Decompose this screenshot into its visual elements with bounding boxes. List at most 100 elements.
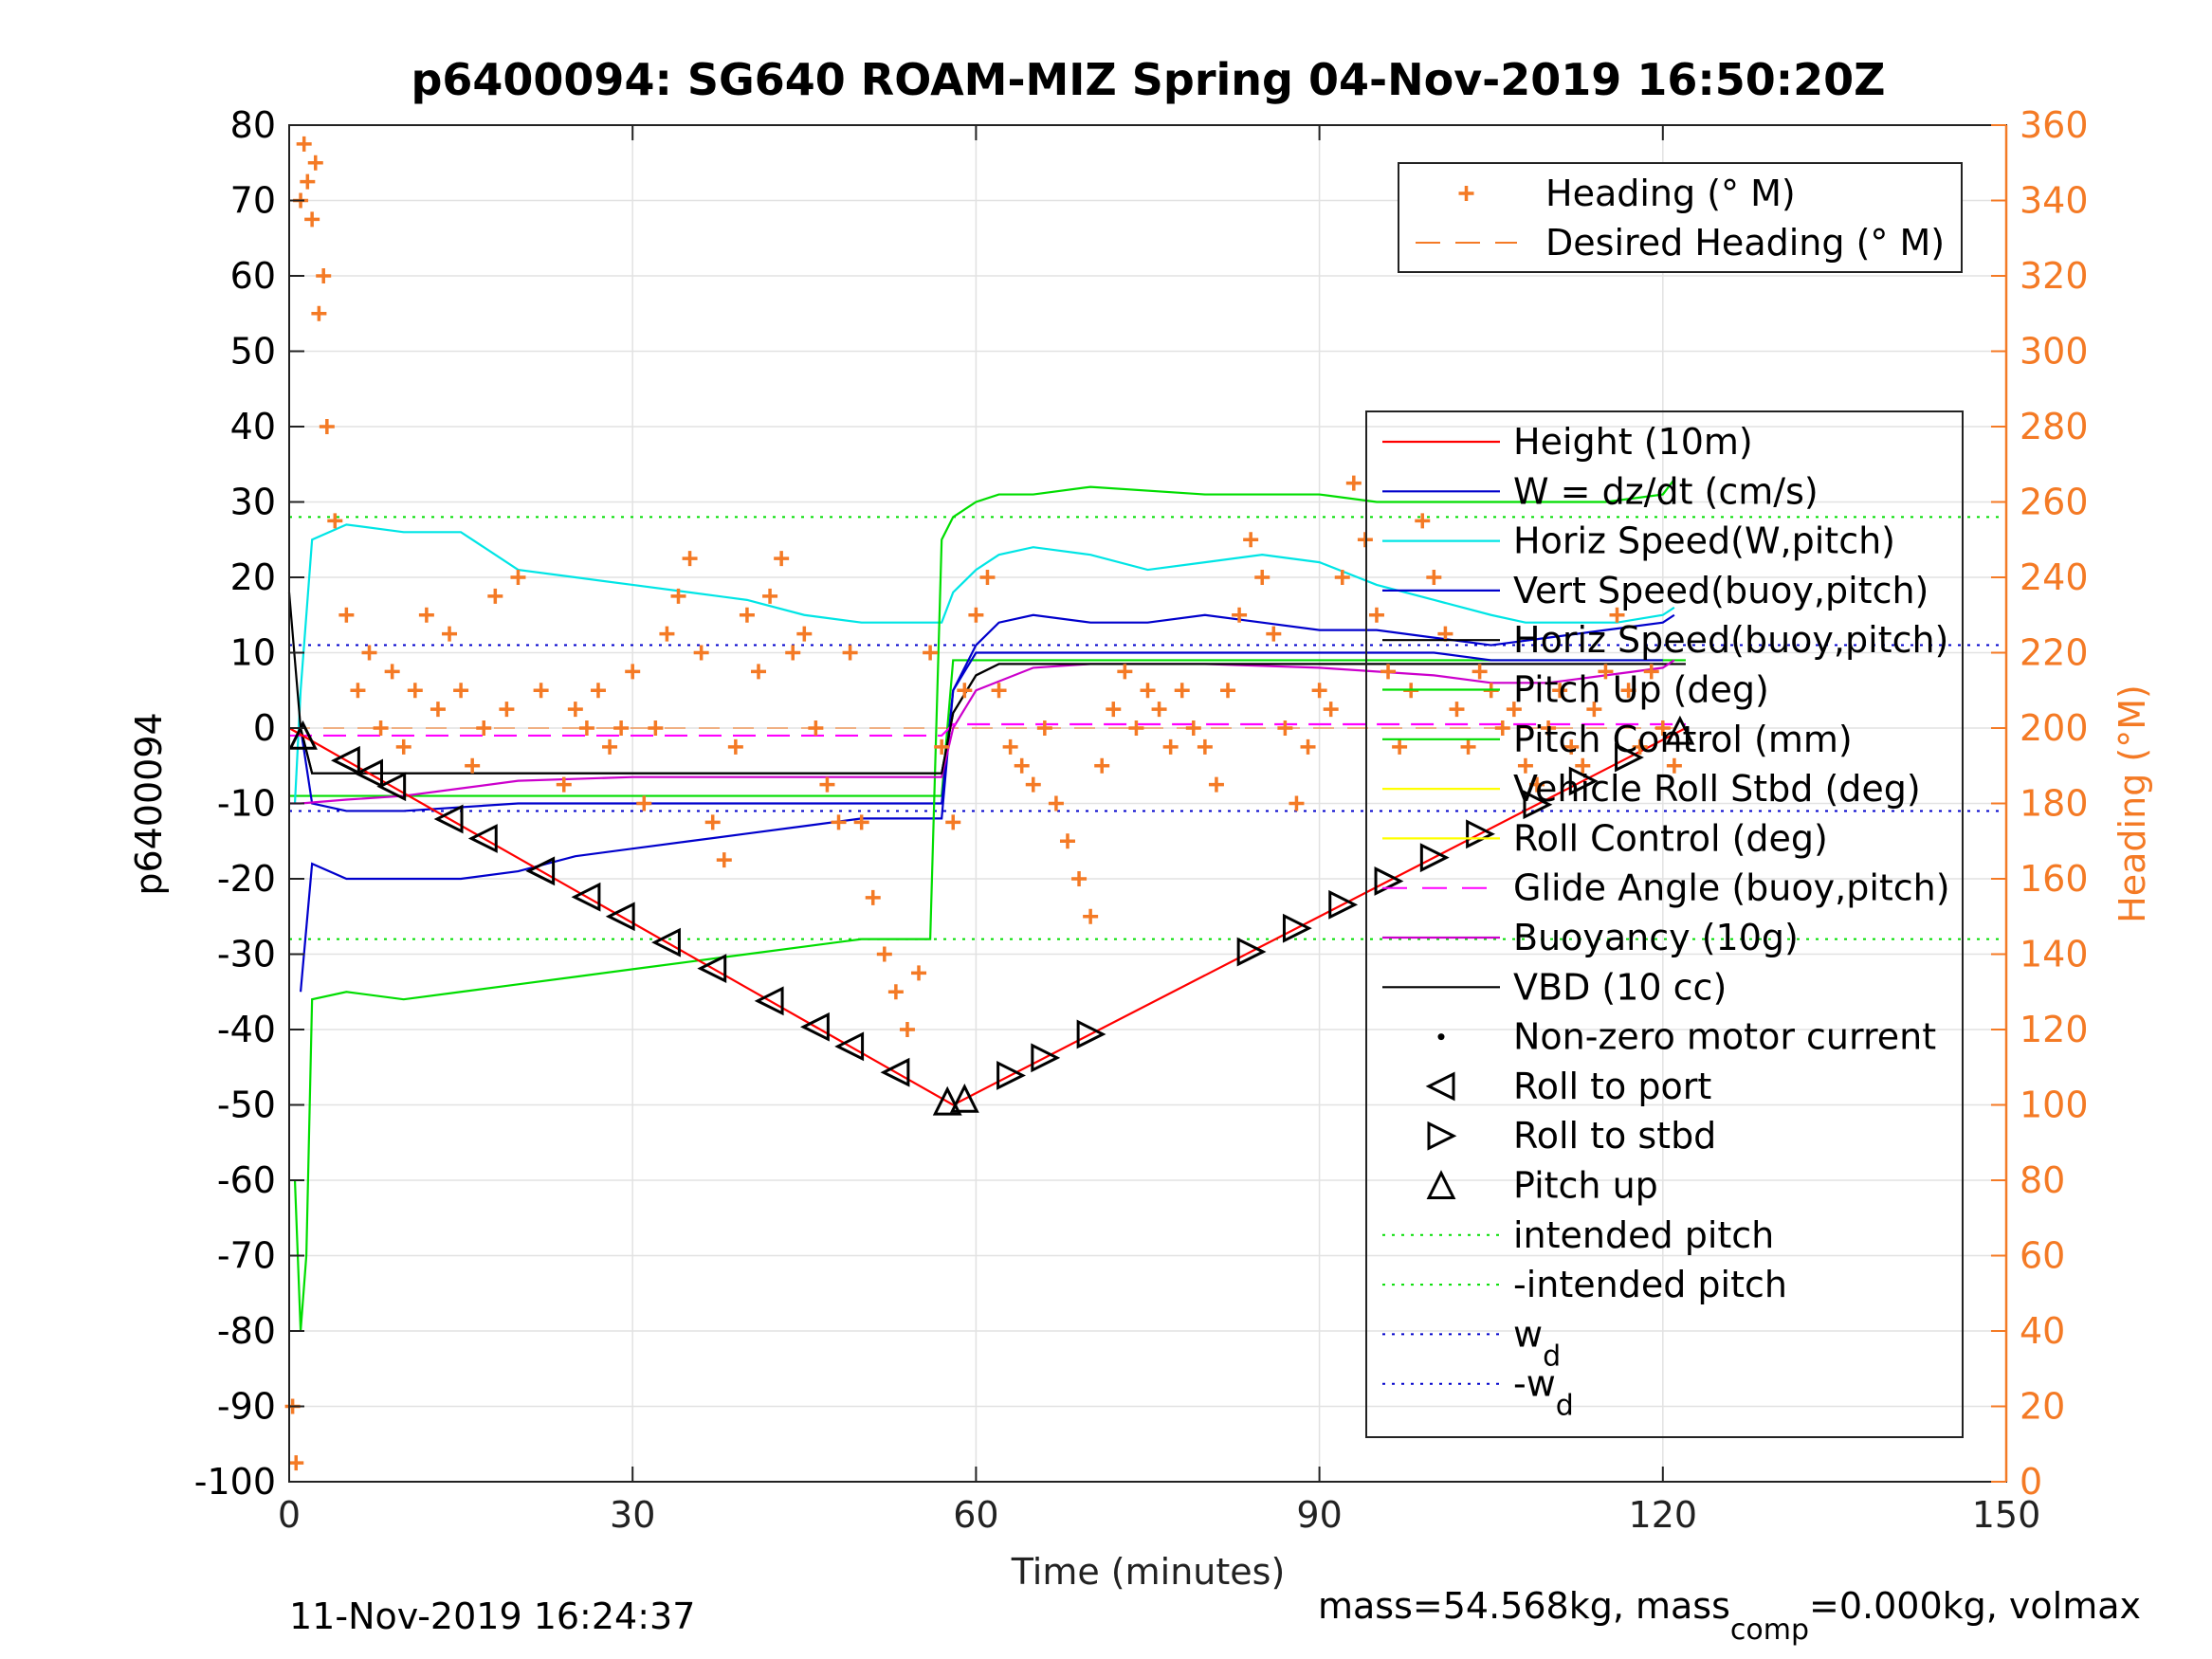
heading-point xyxy=(1528,776,1545,793)
heading-point xyxy=(1014,757,1030,774)
heading-point xyxy=(1437,626,1453,642)
legend-main-entry: Pitch Control (mm) xyxy=(1513,719,1853,760)
roll-to-stbd-marker xyxy=(1282,913,1312,943)
heading-point xyxy=(751,664,767,680)
y-tick-label: -40 xyxy=(217,1009,276,1050)
y2-tick-label: 280 xyxy=(2020,406,2089,447)
roll-to-port-marker xyxy=(525,856,556,886)
heading-point xyxy=(842,645,858,661)
heading-point xyxy=(1654,720,1671,736)
legend-swatch xyxy=(1426,1170,1456,1199)
heading-point xyxy=(979,570,996,585)
heading-point xyxy=(1106,702,1122,718)
heading-point xyxy=(319,419,335,434)
heading-point xyxy=(1036,720,1052,736)
heading-point xyxy=(442,626,458,642)
heading-point xyxy=(853,814,869,830)
y-tick-label: -100 xyxy=(194,1461,276,1503)
y2-tick-label: 180 xyxy=(2020,783,2089,825)
roll-to-stbd-marker xyxy=(1419,843,1450,873)
y2-tick-label: 260 xyxy=(2020,482,2089,523)
roll-to-stbd-marker xyxy=(1031,1043,1061,1073)
roll-to-stbd-marker xyxy=(1236,937,1267,967)
y-tick-label: -60 xyxy=(217,1159,276,1201)
heading-point xyxy=(476,720,492,736)
heading-point xyxy=(430,702,446,718)
heading-point xyxy=(1506,702,1522,718)
series-horiz-speed-buoy-pitch xyxy=(300,663,1663,775)
heading-point xyxy=(991,683,1007,699)
heading-point xyxy=(625,664,641,680)
series-buoyancy-10g xyxy=(289,659,1675,805)
heading-point xyxy=(1666,757,1682,774)
y2-tick-label: 60 xyxy=(2020,1235,2065,1277)
roll-to-port-marker xyxy=(754,986,784,1016)
marker-layer xyxy=(288,715,1695,1116)
heading-point xyxy=(1174,683,1190,699)
y-tick-label: 30 xyxy=(230,482,276,523)
y2-tick-label: 20 xyxy=(2020,1386,2065,1428)
x-tick-label: 30 xyxy=(610,1494,655,1536)
pitch-up-marker xyxy=(949,1083,979,1113)
roll-to-stbd-marker xyxy=(1076,1019,1106,1049)
heading-point xyxy=(1254,570,1271,585)
y2-tick-label: 140 xyxy=(2020,934,2089,975)
heading-point xyxy=(1426,570,1442,585)
heading-point xyxy=(1586,702,1602,718)
x-tick-label: 60 xyxy=(953,1494,998,1536)
x-tick-label: 120 xyxy=(1629,1494,1698,1536)
heading-point xyxy=(499,702,515,718)
heading-point xyxy=(682,551,698,567)
roll-to-port-marker xyxy=(880,1057,910,1087)
heading-point xyxy=(968,607,984,623)
heading-point xyxy=(465,757,481,774)
heading-point xyxy=(361,645,377,661)
roll-to-port-marker xyxy=(697,954,727,984)
legend-main-entry: -intended pitch xyxy=(1513,1264,1787,1305)
legend-main-entry: Roll to port xyxy=(1513,1066,1711,1107)
y2-tick-label: 0 xyxy=(2020,1461,2042,1503)
heading-point xyxy=(1117,664,1133,680)
heading-point xyxy=(407,683,423,699)
y2-tick-label: 100 xyxy=(2020,1085,2089,1126)
heading-layer xyxy=(284,136,1682,1471)
heading-point xyxy=(350,683,366,699)
heading-point xyxy=(296,136,312,152)
y-tick-label: -50 xyxy=(217,1085,276,1126)
roll-to-port-marker xyxy=(467,824,498,853)
heading-point xyxy=(911,965,927,981)
heading-point xyxy=(510,570,526,585)
legend-heading-entry: Desired Heading (° M) xyxy=(1545,222,1945,264)
heading-point xyxy=(648,720,664,736)
roll-to-port-marker xyxy=(605,902,635,932)
heading-point xyxy=(1197,738,1213,755)
heading-point xyxy=(1071,871,1088,886)
heading-point xyxy=(739,607,755,623)
heading-point xyxy=(1185,720,1201,736)
heading-point xyxy=(1449,702,1465,718)
legend-main-entry: Pitch up xyxy=(1513,1165,1658,1207)
series-horiz-speed-w-pitch xyxy=(293,523,1675,804)
heading-point xyxy=(1151,702,1167,718)
y-tick-label: 60 xyxy=(230,255,276,297)
legend-main-entry: Vehicle Roll Stbd (deg) xyxy=(1513,768,1921,810)
heading-point xyxy=(602,738,618,755)
legend-swatch xyxy=(1427,1121,1457,1151)
legend-main-entry: Non-zero motor current xyxy=(1513,1016,1936,1058)
heading-point xyxy=(288,1455,304,1471)
legend-main-entry: Buoyancy (10g) xyxy=(1513,917,1799,958)
y2-tick-label: 240 xyxy=(2020,556,2089,598)
heading-point xyxy=(1345,475,1362,491)
legend-swatch xyxy=(1458,186,1474,201)
axes: 0 30 60 90 120 15080706050403020100-10-20-30-… xyxy=(194,104,2089,1536)
heading-point xyxy=(533,683,549,699)
roll-to-stbd-marker xyxy=(1328,889,1359,920)
heading-point xyxy=(670,588,686,604)
heading-point xyxy=(613,720,630,736)
chart-title: p6400094: SG640 ROAM-MIZ Spring 04-Nov-2… xyxy=(411,54,1885,105)
legend-main-entry: Horiz Speed(W,pitch) xyxy=(1513,520,1895,562)
series-glide-angle-buoy-pitch xyxy=(289,722,1686,738)
heading-point xyxy=(1541,720,1557,736)
legend-main-box xyxy=(1365,410,1964,1438)
